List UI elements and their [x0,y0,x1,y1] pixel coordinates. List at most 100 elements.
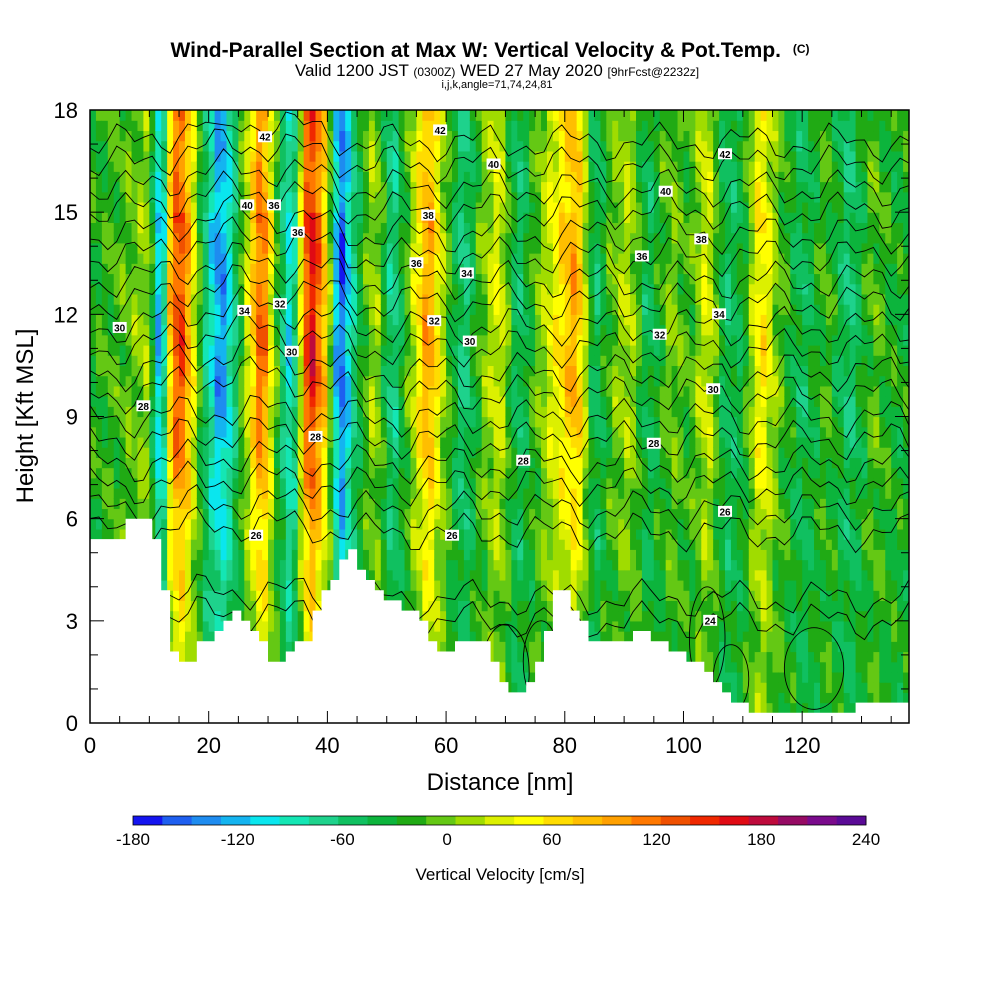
velocity-cell [463,150,471,162]
velocity-cell [125,120,133,132]
velocity-cell [244,355,251,367]
velocity-cell [250,263,257,275]
velocity-cell [505,375,512,387]
velocity-cell [184,130,192,142]
velocity-cell [279,355,287,367]
velocity-cell [149,334,156,346]
velocity-cell [505,396,512,407]
velocity-cell [101,436,109,448]
velocity-cell [452,253,459,264]
velocity-cell [345,171,352,183]
velocity-cell [493,610,501,622]
velocity-cell [398,416,406,428]
velocity-cell [279,396,287,407]
velocity-cell [416,457,423,469]
velocity-cell [552,396,560,407]
velocity-cell [137,171,145,183]
velocity-cell [428,161,435,172]
velocity-cell [357,273,364,285]
velocity-cell [214,579,222,591]
velocity-cell [428,569,435,581]
velocity-cell [190,140,198,152]
velocity-cell [499,651,507,663]
velocity-cell [428,130,435,142]
velocity-cell [303,518,311,530]
velocity-cell [523,150,530,162]
velocity-cell [297,130,305,142]
velocity-cell [511,222,518,234]
velocity-cell [291,232,299,244]
velocity-cell [499,232,507,244]
velocity-cell [202,477,210,489]
velocity-cell [107,498,115,510]
velocity-cell [434,263,441,275]
velocity-cell [285,620,293,632]
velocity-cell [339,140,346,152]
velocity-cell [351,344,358,356]
velocity-cell [511,130,518,142]
velocity-cell [119,447,127,458]
velocity-cell [262,120,269,132]
velocity-cell [345,518,352,530]
velocity-cell [576,242,584,254]
velocity-cell [95,161,103,172]
velocity-cell [232,263,239,275]
velocity-cell [457,171,465,183]
velocity-cell [184,488,192,499]
velocity-cell [552,344,560,356]
velocity-cell [392,232,400,244]
velocity-cell [374,477,382,489]
velocity-cell [523,518,530,530]
velocity-cell [143,222,150,234]
velocity-cell [285,263,293,275]
velocity-cell [398,569,406,581]
velocity-cell [107,477,115,489]
velocity-cell [487,651,495,663]
velocity-cell [517,283,524,295]
velocity-cell [101,508,109,520]
velocity-cell [535,385,542,397]
velocity-cell [179,263,186,275]
velocity-cell [226,130,234,142]
velocity-cell [339,324,346,336]
velocity-cell [511,161,518,172]
velocity-cell [410,600,418,612]
velocity-cell [232,498,239,510]
velocity-cell [558,263,566,275]
velocity-cell [107,314,115,326]
velocity-cell [226,579,234,591]
velocity-cell [570,539,578,550]
velocity-cell [167,436,174,448]
velocity-cell [481,201,489,213]
velocity-cell [416,191,423,203]
velocity-cell [155,375,162,387]
velocity-cell [119,191,127,203]
velocity-cell [517,344,524,356]
velocity-cell [505,273,512,285]
velocity-cell [339,161,346,172]
velocity-cell [552,528,560,540]
velocity-cell [291,273,299,285]
velocity-cell [107,171,115,183]
velocity-cell [161,467,168,479]
velocity-cell [374,232,382,244]
velocity-cell [457,447,465,458]
velocity-cell [428,191,435,203]
velocity-cell [113,242,121,254]
velocity-cell [113,222,121,234]
velocity-cell [446,436,453,448]
velocity-cell [517,212,524,223]
velocity-cell [570,416,578,428]
velocity-cell [386,355,394,367]
velocity-cell [398,334,406,346]
velocity-cell [440,579,447,591]
velocity-cell [380,212,388,223]
velocity-cell [273,426,281,438]
velocity-cell [125,344,133,356]
velocity-cell [564,324,572,336]
velocity-cell [368,232,376,244]
velocity-cell [481,396,489,407]
velocity-cell [238,518,245,530]
velocity-cell [463,161,471,172]
velocity-cell [333,528,340,540]
